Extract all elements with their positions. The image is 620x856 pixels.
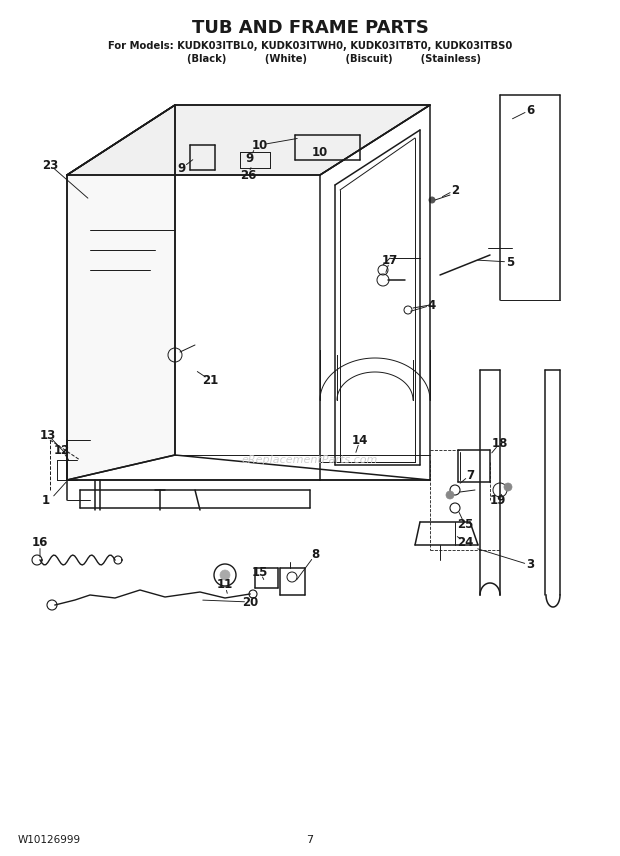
Text: 13: 13: [40, 429, 56, 442]
Text: 14: 14: [352, 433, 368, 447]
Text: 10: 10: [252, 139, 268, 152]
Text: 18: 18: [492, 437, 508, 449]
Text: 12: 12: [54, 443, 70, 456]
Text: 10: 10: [312, 146, 328, 158]
Text: 24: 24: [457, 536, 473, 549]
Text: TUB AND FRAME PARTS: TUB AND FRAME PARTS: [192, 19, 428, 37]
Polygon shape: [67, 105, 175, 480]
Circle shape: [220, 570, 230, 580]
Circle shape: [504, 483, 512, 491]
Text: 4: 4: [428, 299, 436, 312]
Text: 9: 9: [178, 162, 186, 175]
Text: 7: 7: [466, 468, 474, 482]
Text: W10126999: W10126999: [18, 835, 81, 845]
Text: 5: 5: [506, 255, 514, 269]
Text: 7: 7: [306, 835, 314, 845]
Polygon shape: [67, 105, 430, 175]
Text: 21: 21: [202, 373, 218, 387]
Text: 26: 26: [240, 169, 256, 181]
Text: eReplacementParts.com: eReplacementParts.com: [242, 455, 378, 465]
Text: 1: 1: [42, 494, 50, 507]
Text: 15: 15: [252, 566, 268, 579]
Text: 11: 11: [217, 579, 233, 591]
Circle shape: [446, 491, 454, 499]
Text: 25: 25: [457, 519, 473, 532]
Text: 8: 8: [311, 549, 319, 562]
Text: 16: 16: [32, 537, 48, 550]
Text: 19: 19: [490, 494, 506, 507]
Text: 23: 23: [42, 158, 58, 171]
Text: 6: 6: [526, 104, 534, 116]
Text: 9: 9: [246, 152, 254, 164]
Circle shape: [429, 197, 435, 203]
Text: 3: 3: [526, 558, 534, 572]
Text: For Models: KUDK03ITBL0, KUDK03ITWH0, KUDK03ITBT0, KUDK03ITBS0: For Models: KUDK03ITBL0, KUDK03ITWH0, KU…: [108, 41, 512, 51]
Text: 2: 2: [451, 183, 459, 197]
Text: 17: 17: [382, 253, 398, 266]
Text: 20: 20: [242, 596, 258, 609]
Text: (Black)           (White)           (Biscuit)        (Stainless): (Black) (White) (Biscuit) (Stainless): [138, 54, 482, 64]
